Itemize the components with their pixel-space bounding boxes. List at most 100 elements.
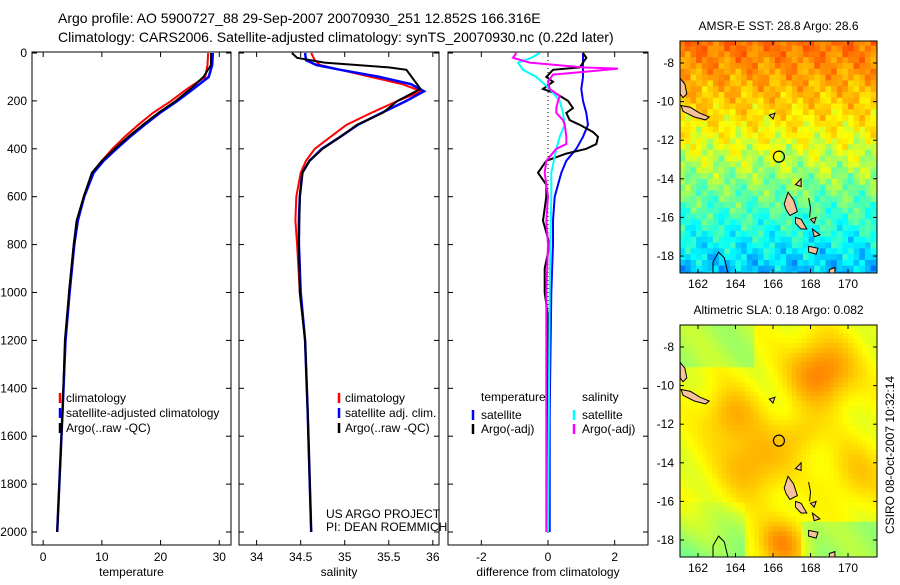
heatmap-cell	[801, 483, 807, 489]
heatmap-cell	[843, 439, 849, 445]
heatmap-cell	[701, 254, 708, 261]
heatmap-cell	[838, 545, 844, 552]
heatmap-cell	[819, 463, 826, 470]
heatmap-cell	[803, 202, 810, 209]
heatmap-cell	[718, 132, 725, 139]
heatmap-cell	[857, 550, 863, 556]
heatmap-cell	[791, 219, 798, 226]
heatmap-cell	[808, 167, 815, 174]
heatmap-cell	[782, 468, 788, 474]
heatmap-cell	[735, 376, 741, 383]
heatmap-cell	[843, 425, 849, 431]
heatmap-cell	[707, 550, 713, 556]
heatmap-cell	[871, 463, 877, 470]
heatmap-cell	[740, 396, 746, 402]
heatmap-cell	[696, 97, 703, 105]
heatmap-cell	[752, 45, 759, 52]
heatmap-cell	[859, 207, 866, 215]
heatmap-cell	[763, 449, 769, 455]
heatmap-cell	[782, 333, 788, 339]
heatmap-cell	[712, 449, 718, 455]
heatmap-cell	[707, 196, 714, 203]
heatmap-cell	[831, 173, 838, 180]
heatmap-cell	[829, 328, 835, 335]
heatmap-cell	[735, 512, 741, 518]
island-coastline	[828, 550, 836, 557]
heatmap-cell	[801, 468, 807, 474]
heatmap-cell	[848, 362, 854, 368]
heatmap-cell	[769, 138, 776, 145]
heatmap-cell	[829, 401, 835, 407]
heatmap-cell	[683, 348, 690, 354]
heatmap-cell	[848, 115, 855, 122]
heatmap-cell	[859, 97, 866, 105]
heatmap-cell	[735, 68, 742, 76]
heatmap-cell	[796, 536, 802, 542]
heatmap-cell	[815, 550, 821, 556]
heatmap-cell	[824, 357, 830, 363]
heatmap-cell	[701, 173, 708, 180]
heatmap-cell	[862, 473, 868, 479]
heatmap-cell	[773, 463, 779, 470]
heatmap-cell	[707, 444, 713, 450]
heatmap-cell	[838, 348, 844, 354]
heatmap-cell	[819, 161, 827, 168]
heatmap-cell	[825, 103, 832, 110]
heatmap-cell	[752, 68, 759, 76]
heatmap-cell	[746, 138, 753, 145]
heatmap-cell	[829, 386, 835, 392]
heatmap-cell	[758, 236, 765, 244]
heatmap-cell	[831, 207, 838, 215]
heatmap-cell	[786, 265, 793, 273]
heatmap-cell	[754, 372, 760, 378]
heatmap-cell	[724, 254, 731, 261]
heatmap-cell	[797, 259, 804, 267]
heatmap-cell	[853, 155, 860, 162]
heatmap-cell	[690, 236, 697, 244]
heatmap-cell	[801, 352, 807, 359]
heatmap-cell	[819, 109, 827, 116]
heatmap-cell	[782, 401, 788, 407]
heatmap-cell	[718, 184, 725, 191]
heatmap-cell	[848, 86, 855, 93]
y-tick-label: -16	[657, 210, 675, 224]
heatmap-cell	[819, 259, 827, 267]
heatmap-cell	[726, 516, 732, 523]
heatmap-cell	[864, 144, 872, 151]
heatmap-cell	[763, 225, 770, 232]
heatmap-cell	[777, 473, 783, 479]
heatmap-cell	[838, 439, 844, 445]
heatmap-cell	[749, 487, 755, 494]
heatmap-cell	[768, 362, 774, 368]
heatmap-cell	[707, 352, 713, 359]
heatmap-cell	[716, 454, 723, 460]
heatmap-cell	[852, 357, 858, 363]
heatmap-cell	[758, 80, 765, 87]
heatmap-cell	[758, 545, 765, 552]
heatmap-cell	[707, 454, 713, 460]
heatmap-cell	[833, 420, 840, 426]
heatmap-cell	[819, 51, 827, 58]
heatmap-cell	[852, 325, 858, 330]
heatmap-cell	[684, 196, 692, 203]
heatmap-cell	[773, 352, 779, 359]
x-tick-label: 20	[154, 550, 168, 564]
heatmap-cell	[819, 63, 827, 70]
heatmap-cell	[819, 430, 826, 436]
heatmap-cell	[749, 439, 755, 445]
heatmap-cell	[774, 138, 782, 145]
heatmap-cell	[740, 415, 746, 421]
heatmap-cell	[871, 526, 877, 532]
heatmap-cell	[683, 396, 690, 402]
heatmap-cell	[852, 497, 858, 503]
y-tick-label: 1000	[0, 286, 27, 300]
heatmap-cell	[866, 512, 873, 518]
heatmap-cell	[810, 550, 816, 556]
heatmap-cell	[780, 161, 787, 168]
heatmap-cell	[815, 541, 821, 547]
heatmap-cell	[716, 449, 723, 455]
heatmap-cell	[768, 526, 774, 532]
heatmap-cell	[796, 497, 802, 503]
heatmap-cell	[726, 405, 732, 412]
heatmap-cell	[683, 401, 690, 407]
